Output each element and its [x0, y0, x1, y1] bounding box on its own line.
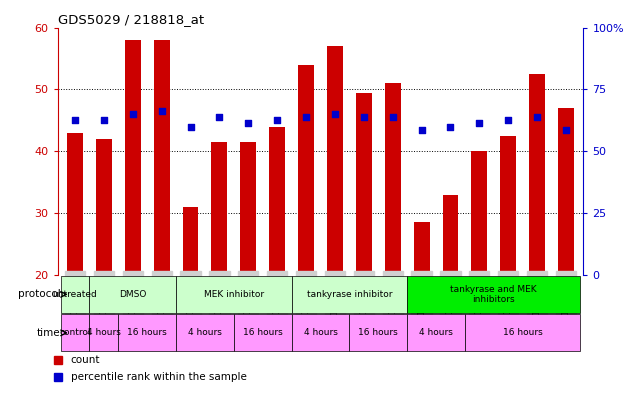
Bar — [67, 133, 83, 275]
Bar — [234, 314, 292, 351]
Point — [272, 117, 282, 123]
Bar — [529, 74, 545, 275]
Point — [503, 117, 513, 123]
Bar — [90, 276, 176, 313]
Text: tankyrase and MEK
inhibitors: tankyrase and MEK inhibitors — [451, 285, 537, 304]
Point — [359, 114, 369, 120]
Bar — [125, 40, 141, 275]
Bar — [407, 314, 465, 351]
Bar — [356, 92, 372, 275]
Bar — [183, 207, 199, 275]
Text: 4 hours: 4 hours — [419, 329, 453, 337]
Bar — [154, 40, 170, 275]
Bar — [96, 139, 112, 275]
Text: 4 hours: 4 hours — [304, 329, 337, 337]
Bar — [176, 276, 292, 313]
Text: count: count — [71, 355, 101, 365]
Text: 16 hours: 16 hours — [128, 329, 167, 337]
Bar — [292, 314, 349, 351]
Point — [417, 127, 427, 133]
Text: MEK inhibitor: MEK inhibitor — [204, 290, 264, 299]
Bar — [500, 136, 516, 275]
Bar — [61, 276, 90, 313]
Text: DMSO: DMSO — [119, 290, 146, 299]
Point — [532, 114, 542, 120]
Text: 4 hours: 4 hours — [188, 329, 222, 337]
Point — [99, 117, 109, 123]
Bar — [327, 46, 343, 275]
Text: time: time — [37, 328, 61, 338]
Point — [185, 123, 196, 130]
Point — [561, 127, 571, 133]
Point — [330, 111, 340, 118]
Bar — [349, 314, 407, 351]
Bar — [269, 127, 285, 275]
Bar — [90, 314, 119, 351]
Text: 16 hours: 16 hours — [358, 329, 398, 337]
Text: 16 hours: 16 hours — [243, 329, 283, 337]
Bar — [385, 83, 401, 275]
Bar — [212, 142, 228, 275]
Bar — [407, 276, 580, 313]
Text: 4 hours: 4 hours — [87, 329, 121, 337]
Point — [214, 114, 224, 120]
Bar — [471, 151, 487, 275]
Point — [156, 108, 167, 114]
Point — [445, 123, 456, 130]
Text: control: control — [59, 329, 91, 337]
Bar — [292, 276, 407, 313]
Bar — [465, 314, 580, 351]
Bar — [442, 195, 458, 275]
Text: 16 hours: 16 hours — [503, 329, 542, 337]
Bar — [61, 314, 90, 351]
Bar — [119, 314, 176, 351]
Text: protocol: protocol — [18, 289, 61, 299]
Text: GDS5029 / 218818_at: GDS5029 / 218818_at — [58, 13, 204, 26]
Bar — [413, 222, 429, 275]
Point — [128, 111, 138, 118]
Bar — [298, 64, 314, 275]
Text: percentile rank within the sample: percentile rank within the sample — [71, 372, 247, 382]
Bar — [176, 314, 234, 351]
Point — [70, 117, 80, 123]
Text: tankyrase inhibitor: tankyrase inhibitor — [306, 290, 392, 299]
Point — [301, 114, 311, 120]
Bar — [558, 108, 574, 275]
Point — [243, 120, 253, 127]
Bar — [240, 142, 256, 275]
Text: untreated: untreated — [53, 290, 97, 299]
Point — [388, 114, 398, 120]
Point — [474, 120, 485, 127]
